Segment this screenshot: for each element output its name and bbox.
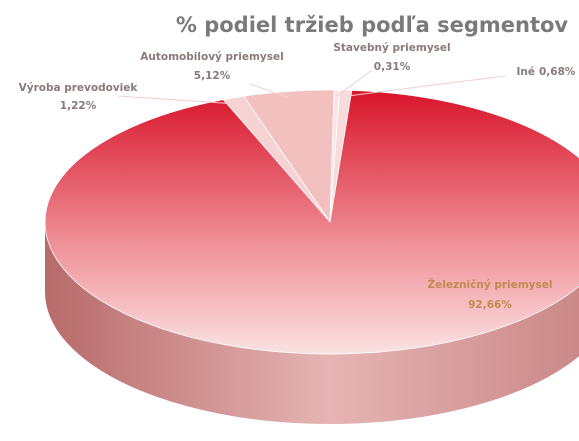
slice-value: 0,68% xyxy=(539,66,576,78)
slice-label: Automobilový priemysel xyxy=(140,51,283,63)
chart-title: % podiel tržieb podľa segmentov xyxy=(176,13,569,37)
slice-label: Stavebný priemysel xyxy=(333,42,450,54)
slice-label: Iné xyxy=(516,66,535,78)
slice-label: Výroba prevodoviek xyxy=(19,82,139,94)
leader-line xyxy=(117,95,234,105)
pie-slice xyxy=(44,89,579,355)
slice-value: 0,31% xyxy=(374,61,411,73)
leader-line xyxy=(345,75,506,97)
slice-label: Železničný priemysel xyxy=(427,278,552,291)
slice-value: 1,22% xyxy=(60,100,97,112)
slice-value: 5,12% xyxy=(194,70,231,82)
slice-value: 92,66% xyxy=(468,299,512,311)
leader-line xyxy=(336,69,373,97)
leader-line xyxy=(249,83,289,98)
pie-side xyxy=(45,222,579,424)
